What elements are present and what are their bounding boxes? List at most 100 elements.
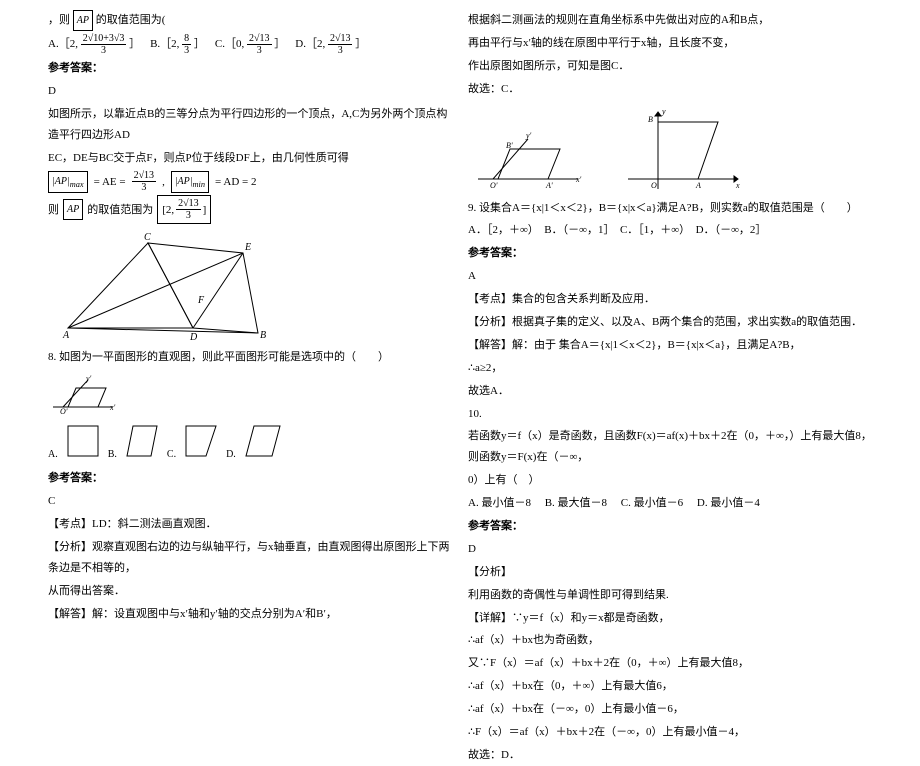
eq-fden: 3: [132, 182, 157, 193]
svg-text:O': O': [60, 407, 68, 414]
q10-text: 若函数y＝f（x）是奇函数，且函数F(x)＝af(x)＋bx＋2在（0，＋∞，）…: [468, 426, 872, 468]
q7-figure: A C E D B F: [48, 228, 268, 343]
concl-txt: 的取值范围为: [87, 200, 153, 221]
rden: 3: [176, 210, 201, 221]
rnum: 2√13: [176, 198, 201, 210]
q9-sol: 【解答】解：由于 集合A＝{x|1＜x＜2}，B＝{x|x＜a}，且满足A?B，: [468, 335, 872, 356]
svg-text:D: D: [189, 332, 198, 343]
opt-d: D.［2, 2√133 ］: [295, 33, 366, 56]
a-pre: A.［2,: [48, 38, 78, 50]
eq-apmax: |AP|max: [48, 171, 88, 194]
q10-s5: ∴af（x）＋bx在（－∞，0）上有最小值－6，: [468, 699, 872, 720]
opt-c: C.［0, 2√133 ］: [215, 33, 285, 56]
eq-max-sub: max: [70, 180, 84, 189]
svg-text:x': x': [109, 403, 116, 412]
q8-an: 【分析】观察直观图右边的边与纵轴平行，与x轴垂直，由直观图得出原图形上下两条边是…: [48, 537, 452, 579]
sol-lbl: 【解答】: [48, 608, 92, 620]
opt-b: B.［2, 83 ］: [150, 33, 205, 56]
q8-opt-a-icon: [64, 422, 102, 460]
q10b: B. 最大值－8: [545, 497, 607, 509]
q9-opts: A．［2，＋∞） B．（－∞，1］ C．［1，＋∞） D．（－∞，2］: [468, 220, 872, 241]
q8-sol: 【解答】解：设直观图中与x′轴和y′轴的交点分别为A′和B′，: [48, 604, 452, 625]
q10a: A. 最小值－8: [468, 497, 531, 509]
svg-text:F: F: [197, 295, 205, 306]
q8-c-lbl: C.: [167, 445, 176, 464]
c-post: ］: [274, 38, 285, 50]
q7-vec: AP: [73, 10, 93, 31]
svg-text:B: B: [648, 115, 653, 124]
q9-text: 9. 设集合A＝{x|1＜x＜2}，B＝{x|x＜a}满足A?B，则实数a的取值…: [468, 198, 872, 219]
svg-text:A: A: [62, 330, 70, 341]
kp-txt: LD：斜二测法画直观图．: [92, 518, 217, 530]
q7-expl2: EC，DE与BC交于点F，则点P位于线段DF上，由几何性质可得: [48, 148, 452, 169]
svg-text:y': y': [85, 374, 92, 383]
an-txt: 观察直观图右边的边与纵轴平行，与x轴垂直，由直观图得出原图形上下两条边是不相等的…: [48, 541, 450, 574]
c-frac: 2√133: [247, 33, 272, 56]
b-post: ］: [194, 38, 205, 50]
c-num: 2√13: [247, 33, 272, 45]
eq-fnum: 2√13: [132, 170, 157, 182]
q10-opts: A. 最小值－8 B. 最大值－8 C. 最小值－6 D. 最小值－4: [468, 493, 872, 514]
q8-opt-d-icon: [242, 422, 284, 460]
svg-text:A: A: [695, 181, 701, 190]
q9-an: 【分析】根据真子集的定义、以及A、B两个集合的范围，求出实数a的取值范围．: [468, 312, 872, 333]
q8-oblique-figure: x' y' O': [48, 372, 118, 414]
svg-text:E: E: [244, 242, 251, 253]
q10-det: 【详解】∵y＝f（x）和y＝x都是奇函数，: [468, 608, 872, 629]
opt-a: A.［2, 2√10+3√33 ］: [48, 33, 140, 56]
q10-an-lbl: 【分析】: [468, 562, 872, 583]
d-pre: D.［2,: [295, 38, 325, 50]
q10-s6: ∴F（x）＝af（x）＋bx＋2在（－∞，0）上有最小值－4，: [468, 722, 872, 743]
q7-eq: |AP|max = AE = 2√133 , |AP|min = AD = 2: [48, 170, 452, 193]
q8-an2: 从而得出答案．: [48, 581, 452, 602]
det-lbl: 【详解】: [468, 612, 512, 624]
q8-opt-b-icon: [123, 422, 161, 460]
b-den: 3: [182, 45, 191, 56]
kp-lbl: 【考点】: [48, 518, 92, 530]
q8-text: 8. 如图为一平面图形的直观图，则此平面图形可能是选项中的（ ）: [48, 347, 452, 368]
q8-ans-label: 参考答案：: [48, 468, 452, 489]
q9kp-lbl: 【考点】: [468, 293, 512, 305]
q7-intro: ，则 AP 的取值范围为(: [48, 10, 452, 31]
q8-ans: C: [48, 491, 452, 512]
q8c-l2: 再由平行与x′轴的线在原图中平行于x轴，且长度不变，: [468, 33, 872, 54]
q9sol-lbl: 【解答】: [468, 339, 512, 351]
q9-ans-label: 参考答案：: [468, 243, 872, 264]
eq-eq1: = AE =: [94, 172, 126, 193]
b-pre: B.［2,: [150, 38, 179, 50]
range-frac: 2√133: [176, 198, 201, 221]
b-frac: 83: [182, 33, 191, 56]
q10-ans-label: 参考答案：: [468, 516, 872, 537]
q10-s3: 又∵F（x）＝af（x）＋bx＋2在（0，＋∞）上有最大值8，: [468, 653, 872, 674]
svg-text:C: C: [144, 232, 151, 243]
q10-text2: 0）上有（ ）: [468, 470, 872, 491]
a-post: ］: [129, 38, 140, 50]
q7-ans: D: [48, 81, 452, 102]
d-num: 2√13: [328, 33, 353, 45]
q8c-l1: 根据斜二测画法的规则在直角坐标系中先做出对应的A和B点，: [468, 10, 872, 31]
svg-text:B': B': [506, 141, 513, 150]
q9sol-txt: 解：由于 集合A＝{x|1＜x＜2}，B＝{x|x＜a}，且满足A?B，: [512, 339, 801, 351]
c-den: 3: [247, 45, 272, 56]
range-close: ]: [203, 200, 207, 221]
q9-sol3: 故选A．: [468, 381, 872, 402]
q10-ans: D: [468, 539, 872, 560]
q10-an: 利用函数的奇偶性与单调性即可得到结果.: [468, 585, 872, 606]
q8-result-figure: x' y' O' A' B' x y O A B: [468, 104, 748, 194]
a-num: 2√10+3√3: [81, 33, 127, 45]
b-num: 8: [182, 33, 191, 45]
concl-range: [2, 2√133 ]: [157, 195, 211, 224]
sol-txt: 解：设直观图中与x′轴和y′轴的交点分别为A′和B′，: [92, 608, 337, 620]
svg-text:x: x: [735, 181, 740, 190]
q10-s2: ∴af（x）＋bx也为奇函数，: [468, 630, 872, 651]
q7-expl1: 如图所示，以靠近点B的三等分点为平行四边形的一个顶点，A,C为另外两个顶点构造平…: [48, 104, 452, 146]
eq-apmin-txt: |AP|: [175, 176, 193, 187]
q10d: D. 最小值－4: [697, 497, 760, 509]
q9an-txt: 根据真子集的定义、以及A、B两个集合的范围，求出实数a的取值范围．: [512, 316, 862, 328]
svg-text:O': O': [490, 181, 498, 190]
q8-b-lbl: B.: [108, 445, 117, 464]
q8-d-lbl: D.: [226, 445, 236, 464]
svg-text:y': y': [525, 131, 532, 140]
q10-num: 10.: [468, 404, 872, 425]
q9-kp: 【考点】集合的包含关系判断及应用．: [468, 289, 872, 310]
